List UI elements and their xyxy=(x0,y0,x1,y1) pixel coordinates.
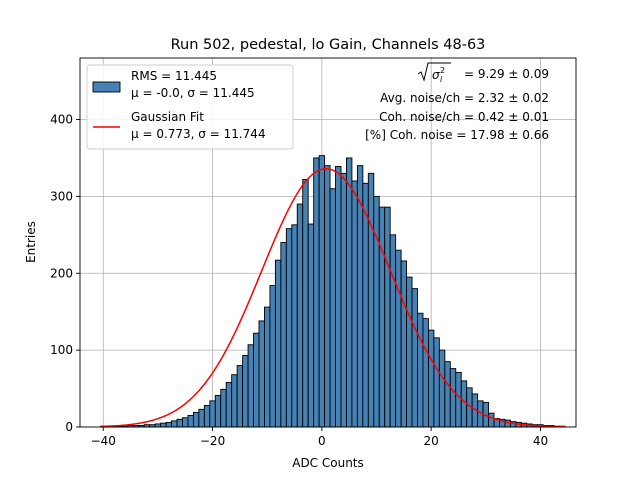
svg-text:2: 2 xyxy=(440,66,445,75)
y-tick-label: 200 xyxy=(50,266,73,280)
histogram-bar xyxy=(296,203,304,428)
histogram-bar xyxy=(187,415,194,428)
svg-text:i: i xyxy=(440,75,443,84)
histogram-bar xyxy=(171,420,178,428)
histogram-bar xyxy=(329,188,336,428)
histogram-bar xyxy=(400,260,408,428)
histogram-bar xyxy=(340,172,347,428)
y-tick-label: 100 xyxy=(50,343,73,357)
legend-fit-stats: μ = 0.773, σ = 11.744 xyxy=(131,127,266,141)
y-tick-label: 400 xyxy=(50,113,73,127)
histogram-bar xyxy=(160,422,167,428)
legend-histogram-stats: μ = -0.0, σ = 11.445 xyxy=(131,86,255,100)
coh-noise-text: Coh. noise/ch = 0.42 ± 0.01 xyxy=(379,110,549,124)
x-axis-label: ADC Counts xyxy=(292,456,364,470)
histogram-bar xyxy=(198,408,205,428)
histogram-bar xyxy=(291,224,298,428)
svg-text:σ: σ xyxy=(432,68,440,82)
plot-frame xyxy=(79,57,577,428)
histogram-bar xyxy=(438,349,446,428)
histogram-bar xyxy=(176,418,183,428)
total-noise-symbol: σ 2 i xyxy=(417,62,451,84)
histogram-bar xyxy=(154,423,162,428)
histogram-bar xyxy=(488,412,495,428)
legend-histogram-swatch xyxy=(92,81,121,93)
histogram-bar xyxy=(214,395,222,428)
gaussian-fit-line xyxy=(100,167,566,428)
histogram-bar xyxy=(165,421,172,428)
pct-coh-noise-text: [%] Coh. noise = 17.98 ± 0.66 xyxy=(365,128,549,142)
histogram-bar xyxy=(367,172,375,428)
histogram-bar xyxy=(362,182,369,428)
chart-title: Run 502, pedestal, lo Gain, Channels 48-… xyxy=(171,37,486,53)
histogram-bar xyxy=(236,365,244,428)
histogram-bar xyxy=(274,259,282,428)
histogram-bar xyxy=(258,320,265,428)
histogram-bar xyxy=(335,165,342,428)
histogram-bar xyxy=(351,180,358,428)
histogram-bar xyxy=(460,380,468,428)
histogram-bar xyxy=(269,285,276,428)
y-tick-label: 0 xyxy=(65,420,73,434)
histogram-bar xyxy=(449,368,457,428)
histogram-bar xyxy=(225,381,233,428)
avg-noise-text: Avg. noise/ch = 2.32 ± 0.02 xyxy=(380,91,549,105)
histogram-bar xyxy=(192,411,200,428)
histogram-bar xyxy=(389,234,397,428)
histogram-bar xyxy=(422,318,429,428)
histogram-bar xyxy=(264,306,271,428)
histogram-bar xyxy=(455,371,462,428)
histogram-bar xyxy=(417,312,424,428)
histogram-bar xyxy=(433,337,440,428)
legend-histogram-rms: RMS = 11.445 xyxy=(131,69,217,83)
histogram-bar xyxy=(242,355,249,428)
histogram-bar xyxy=(373,195,380,428)
histogram-bar xyxy=(231,374,238,428)
histogram-bar xyxy=(324,165,331,428)
y-axis-ticks: 0 100 200 300 400 xyxy=(50,113,80,434)
histogram-bar xyxy=(285,228,293,428)
histogram-bar xyxy=(253,332,260,428)
histogram-bar xyxy=(406,276,413,428)
histogram-bar xyxy=(220,388,227,428)
x-tick-label: 40 xyxy=(533,434,548,448)
x-tick-label: 20 xyxy=(424,434,439,448)
total-noise-value: = 9.29 ± 0.09 xyxy=(464,67,549,81)
histogram-bar xyxy=(378,206,386,428)
histogram-bar xyxy=(182,417,189,428)
legend-fit-title: Gaussian Fit xyxy=(131,110,204,124)
x-tick-label: −40 xyxy=(91,434,116,448)
histogram-bar xyxy=(209,400,216,428)
histogram-bar xyxy=(203,405,211,428)
y-tick-label: 300 xyxy=(50,189,73,203)
histogram-bar xyxy=(444,361,451,428)
histogram-bar xyxy=(280,242,287,428)
histogram-bar xyxy=(247,344,254,428)
histogram-bar xyxy=(395,249,402,428)
histogram-bar xyxy=(318,155,326,428)
x-tick-label: −20 xyxy=(200,434,225,448)
histogram-bar xyxy=(411,288,418,428)
histogram-bar xyxy=(307,223,315,428)
y-axis-label: Entries xyxy=(24,221,38,263)
histogram-bar xyxy=(345,157,353,428)
noise-annotations: σ 2 i = 9.29 ± 0.09 Avg. noise/ch = 2.32… xyxy=(365,62,549,142)
histogram-bar xyxy=(313,157,320,428)
histogram-bar xyxy=(384,206,391,428)
x-axis-ticks: −40 −20 0 20 40 xyxy=(91,427,548,448)
histogram-bar xyxy=(427,329,435,428)
x-tick-label: 0 xyxy=(318,434,326,448)
histogram-bar xyxy=(302,179,309,428)
legend: RMS = 11.445 μ = -0.0, σ = 11.445 Gaussi… xyxy=(86,64,294,150)
legend-box xyxy=(86,64,294,150)
